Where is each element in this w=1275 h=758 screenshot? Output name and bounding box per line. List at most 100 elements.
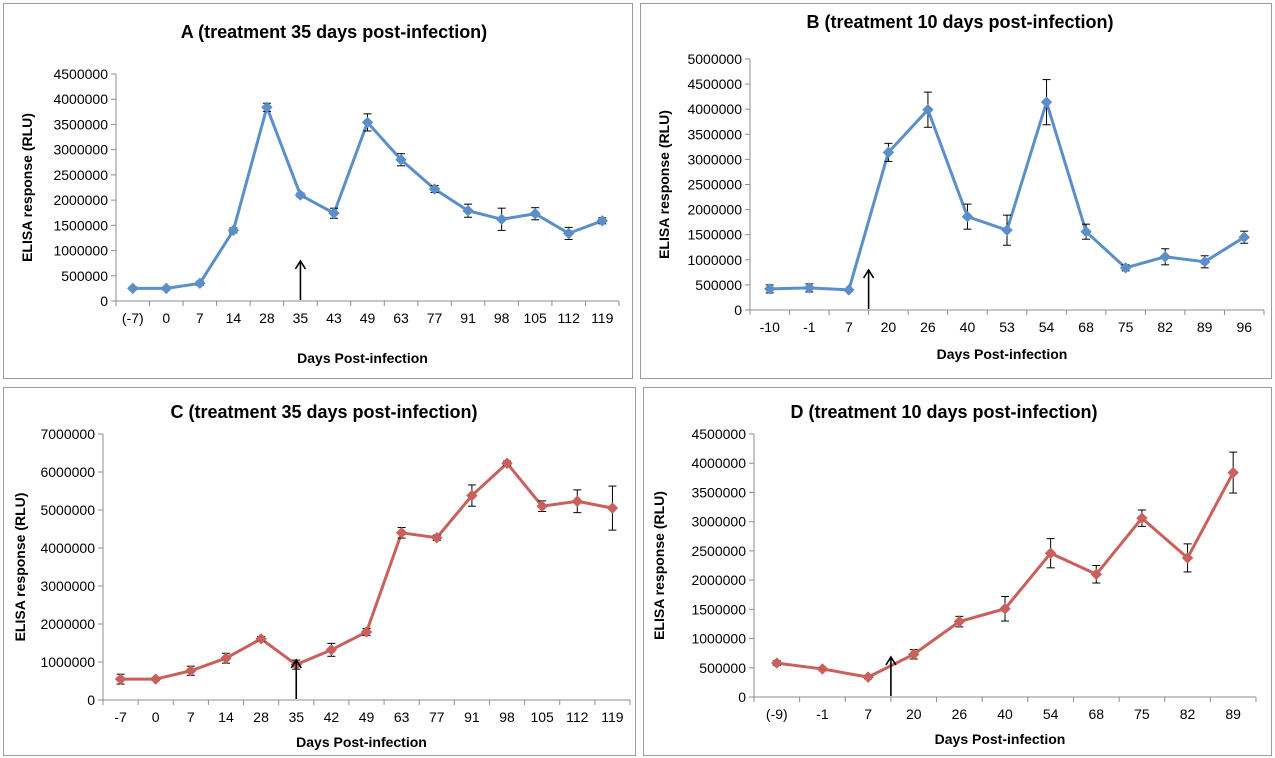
y-tick-label: 3500000 — [691, 484, 746, 500]
data-point — [1238, 231, 1250, 243]
y-tick-label: 4000000 — [53, 91, 108, 107]
x-tick-label: 28 — [259, 310, 275, 326]
x-tick-label: 75 — [1134, 706, 1150, 722]
x-tick-label: 53 — [999, 319, 1015, 335]
data-point — [882, 146, 895, 159]
y-tick-label: 6000000 — [40, 464, 95, 480]
data-point — [1159, 251, 1171, 263]
y-axis-label: ELISA response (RLU) — [656, 110, 672, 259]
data-point — [961, 210, 974, 223]
data-point — [999, 603, 1011, 615]
data-point — [562, 227, 575, 240]
x-tick-label: 7 — [845, 319, 853, 335]
data-point — [1119, 262, 1132, 274]
x-tick-label: 0 — [162, 310, 170, 326]
data-point — [571, 495, 584, 507]
data-point — [908, 648, 920, 661]
x-axis-label: Days Post-infection — [935, 731, 1066, 747]
y-tick-label: 5000000 — [687, 51, 742, 67]
x-tick-label: 49 — [360, 310, 376, 326]
treatment-arrow-head — [294, 259, 307, 270]
y-tick-label: 1000000 — [53, 243, 108, 259]
treatment-arrow-head — [885, 655, 897, 666]
x-tick-label: 119 — [591, 310, 614, 326]
chart-title: B (treatment 10 days post-infection) — [806, 12, 1113, 32]
series-line — [769, 100, 1246, 292]
series-line — [776, 471, 1235, 679]
data-point — [185, 665, 197, 677]
data-point — [1181, 552, 1194, 564]
chart-panel-b: B (treatment 10 days post-infection) 0 500… — [640, 3, 1272, 379]
y-tick-label: 500000 — [699, 660, 746, 676]
y-tick-label: 1000000 — [40, 654, 95, 670]
x-tick-label: 14 — [226, 310, 242, 326]
data-point — [1198, 256, 1211, 268]
x-tick-label: 7 — [864, 706, 872, 722]
data-point — [395, 154, 407, 166]
data-point — [501, 457, 513, 469]
y-tick-label: 1500000 — [53, 217, 108, 233]
data-point — [114, 673, 127, 685]
y-tick-label: 5000000 — [40, 502, 95, 518]
x-tick-label: 91 — [464, 709, 480, 725]
chart-d-svg: D (treatment 10 days post-infection) 0 500… — [651, 402, 1257, 747]
data-point — [428, 183, 441, 195]
y-tick-label: 4000000 — [40, 540, 95, 556]
data-point — [325, 644, 338, 656]
y-tick-label: 0 — [100, 293, 108, 309]
chart-c-svg: C (treatment 35 days post-infection) 0 100… — [12, 402, 631, 750]
x-tick-label: 14 — [218, 709, 234, 725]
x-tick-label: 20 — [906, 706, 922, 722]
x-tick-label: 63 — [393, 310, 409, 326]
x-tick-label: (-9) — [766, 706, 788, 722]
x-tick-label: 43 — [326, 310, 342, 326]
treatment-arrow-head — [862, 268, 875, 279]
y-tick-label: 4000000 — [691, 455, 746, 471]
y-tick-label: 2500000 — [53, 167, 108, 183]
data-point — [328, 207, 340, 219]
x-tick-label: 40 — [997, 706, 1013, 722]
data-point — [803, 282, 816, 294]
data-point — [529, 208, 541, 220]
y-tick-label: 2000000 — [687, 202, 742, 218]
y-tick-label: 3000000 — [53, 142, 108, 158]
data-point — [194, 277, 206, 290]
x-tick-label: 105 — [523, 310, 547, 326]
chart-b-svg: B (treatment 10 days post-infection) 0 500… — [656, 12, 1265, 362]
x-axis-label: Days Post-infection — [937, 346, 1068, 362]
data-point — [1044, 547, 1057, 559]
data-point — [220, 652, 232, 664]
x-tick-label: -1 — [803, 319, 816, 335]
x-tick-label: 98 — [494, 310, 510, 326]
data-point — [1227, 466, 1239, 479]
data-point — [431, 532, 443, 544]
x-tick-label: -7 — [114, 709, 127, 725]
data-point — [1080, 225, 1092, 238]
chart-panel-a: A (treatment 35 days post-infection) 0 500… — [3, 3, 633, 379]
y-tick-label: 1500000 — [691, 601, 746, 617]
x-tick-label: 40 — [960, 319, 976, 335]
y-tick-label: 1500000 — [687, 227, 742, 243]
data-point — [843, 284, 855, 296]
y-tick-label: 7000000 — [40, 426, 95, 442]
x-tick-label: 119 — [601, 709, 624, 725]
data-point — [1090, 568, 1102, 580]
y-tick-label: 1000000 — [691, 631, 746, 647]
y-axis-label: ELISA response (RLU) — [651, 491, 667, 640]
y-tick-label: 2000000 — [40, 616, 95, 632]
data-point — [953, 615, 966, 628]
x-tick-label: -10 — [760, 319, 780, 335]
data-point — [361, 116, 374, 129]
x-tick-label: 89 — [1225, 706, 1241, 722]
chart-title: D (treatment 10 days post-infection) — [790, 402, 1097, 422]
x-tick-label: 35 — [293, 310, 309, 326]
x-tick-label: -1 — [816, 706, 829, 722]
y-tick-label: 4000000 — [687, 101, 742, 117]
x-tick-label: 105 — [530, 709, 554, 725]
x-axis-label: Days Post-infection — [296, 734, 427, 750]
data-point — [127, 282, 139, 295]
x-tick-label: 75 — [1118, 319, 1134, 335]
x-tick-label: (-7) — [122, 310, 144, 326]
data-point — [360, 626, 373, 638]
data-point — [395, 527, 408, 539]
